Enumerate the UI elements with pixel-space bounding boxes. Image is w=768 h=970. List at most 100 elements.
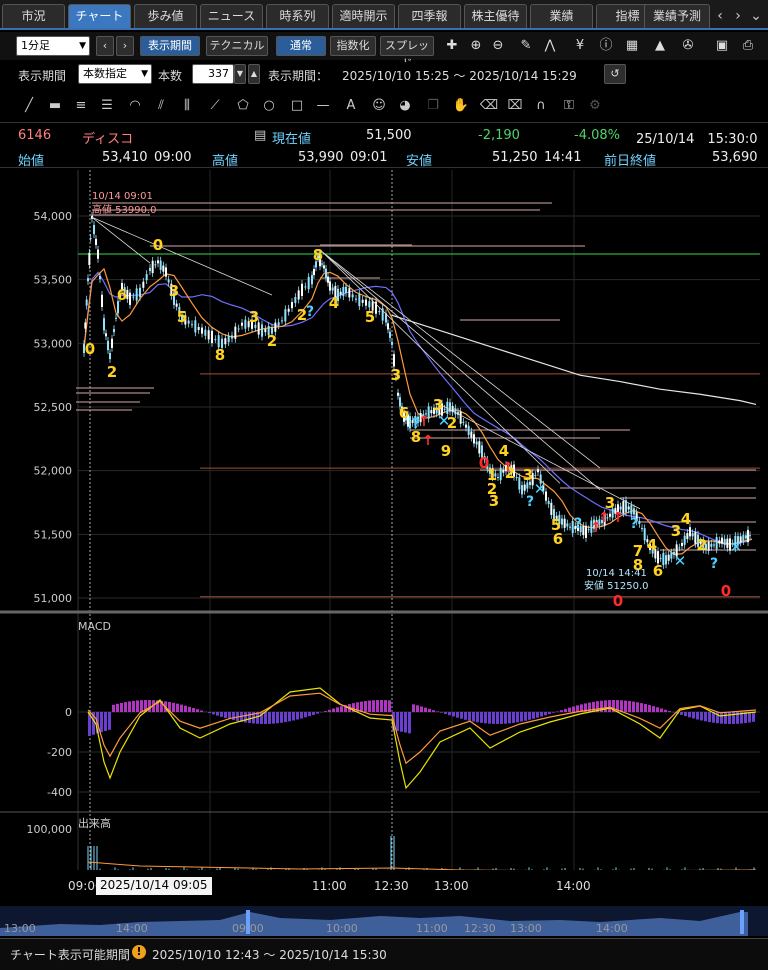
prev-button[interactable]: ‹ [96, 36, 114, 56]
eraser-icon[interactable]: ⌫ [479, 98, 499, 113]
count-input[interactable]: 337 [192, 64, 234, 84]
hlines-icon[interactable]: ≡ [75, 98, 87, 113]
macd-bar [652, 706, 655, 712]
drawing-toolbar: ╱ ▬ ≡ ☰ ◠ ⫽ ⫼ ⟋ ⬠ ○ □ — A ☺ ◕ ❐ ✋ ⌫ ⌧ ∩ … [0, 92, 768, 120]
count-mark: 8 [313, 246, 323, 264]
up-arrow-mark: ↑ [422, 433, 434, 449]
icon-stamp-icon[interactable]: ☺ [372, 98, 386, 113]
warning-icon: ! [132, 945, 146, 959]
tab-market[interactable]: 市況 [2, 4, 65, 28]
count-up-icon[interactable]: ▲ [248, 64, 260, 84]
gann-icon[interactable]: ⫼ [184, 98, 190, 113]
timeline-scroller[interactable]: 13:00 14:00 09:00 10:00 11:00 12:30 13:0… [0, 906, 768, 936]
copy-icon[interactable]: ❐ [427, 98, 439, 113]
candle-body [702, 540, 705, 550]
tab-forecast[interactable]: 業績予測 [644, 4, 710, 28]
macd-bar [560, 710, 563, 712]
count-down-icon[interactable]: ▼ [234, 64, 246, 84]
normal-button[interactable]: 通常 [276, 36, 326, 56]
palette-icon[interactable]: ◕ [399, 98, 411, 113]
rectangle-icon[interactable]: □ [290, 98, 304, 113]
macd-bar [112, 704, 115, 712]
info-icon[interactable]: ⓘ [599, 38, 613, 53]
candle-body [715, 537, 718, 550]
period-mode-select[interactable]: 本数指定 ▼ [78, 64, 152, 84]
tab-scroll-right-icon[interactable]: › [735, 8, 741, 24]
trendline-icon[interactable]: ╱ [25, 98, 33, 113]
count-mark: 6 [399, 404, 409, 422]
tab-scroll-left-icon[interactable]: ‹ [717, 8, 723, 24]
tab-chart[interactable]: チャート [68, 4, 131, 28]
spread-button[interactable]: スプレッド [380, 36, 434, 70]
macd-bar [232, 712, 235, 721]
magnet-icon[interactable]: ∩ [536, 98, 546, 113]
reset-icon[interactable]: ↺ [604, 64, 626, 84]
chart-toolbar: 1分足 ▼ ‹ › 表示期間 テクニカル 通常 指数化 スプレッド ✚ ⊕ ⊖ ✎… [0, 32, 768, 70]
macd-bar [420, 706, 423, 712]
lock-icon[interactable]: ⚿ [564, 98, 574, 113]
gear-icon[interactable]: ⚙ [589, 98, 601, 113]
technical-button[interactable]: テクニカル [206, 36, 268, 56]
price-chart[interactable]: 54,000 53,500 53,000 52,500 52,000 51,500 51,0… [0, 170, 768, 870]
candle-body [667, 554, 670, 561]
macd-bar [520, 712, 523, 722]
hline-icon[interactable]: — [316, 98, 330, 113]
macd-bar [524, 712, 527, 721]
macd-bar [300, 712, 303, 719]
print-icon[interactable]: ⎙ [742, 38, 754, 53]
candle-body [355, 298, 357, 300]
macd-bar [88, 712, 91, 736]
arc-icon[interactable]: ◠ [129, 98, 141, 113]
tab-menu-icon[interactable]: ⌄ [750, 8, 762, 24]
compare-icon[interactable]: ⋀ [544, 38, 556, 53]
candle-body [705, 544, 707, 551]
candle-body [662, 552, 665, 566]
eraser-all-icon[interactable]: ⌧ [507, 98, 523, 113]
ruler-icon[interactable]: ▬ [48, 98, 62, 113]
crosshair-icon[interactable]: ✚ [446, 38, 458, 53]
yen-icon[interactable]: ¥ [575, 38, 585, 53]
macd-bar [108, 712, 111, 730]
available-period-label: チャート表示可能期間 [10, 948, 130, 962]
pentagon-icon[interactable]: ⬠ [237, 98, 249, 113]
tab-results[interactable]: 業績 [530, 4, 593, 28]
period-button[interactable]: 表示期間 [140, 36, 200, 56]
tab-yutai[interactable]: 株主優待 [464, 4, 527, 28]
interval-select[interactable]: 1分足 ▼ [16, 36, 90, 56]
zoom-out-icon[interactable]: ⊖ [492, 38, 504, 53]
macd-bar [556, 711, 559, 712]
fan-icon[interactable]: ⫽ [158, 98, 164, 113]
macd-bar [616, 700, 619, 712]
period-row: 表示期間 本数指定 ▼ 本数 337 ▼ ▲ 表示期間： 2025/10/10 1… [0, 62, 768, 88]
window-icon[interactable]: ▣ [715, 38, 729, 53]
fib-icon[interactable]: ☰ [101, 98, 113, 113]
tab-timeseries[interactable]: 時系列 [266, 4, 329, 28]
candle-body [99, 276, 101, 280]
settings-wrench-icon[interactable]: ✇ [682, 38, 694, 53]
tab-ticks[interactable]: 歩み値 [134, 4, 197, 28]
candle-body [251, 319, 253, 329]
circle-icon[interactable]: ○ [263, 98, 275, 113]
macd-bar [380, 700, 383, 712]
text-icon[interactable]: A [346, 98, 356, 113]
candle-body [737, 536, 739, 546]
pencil-icon[interactable]: ✎ [520, 38, 532, 53]
index-button[interactable]: 指数化 [330, 36, 376, 56]
macd-bar [340, 706, 343, 712]
tab-disclosure[interactable]: 適時開示 [332, 4, 395, 28]
candle-body [93, 224, 95, 235]
macd-bar [152, 700, 155, 712]
macd-bar [680, 712, 683, 715]
macd-bar [576, 705, 579, 712]
zoom-in-icon[interactable]: ⊕ [470, 38, 482, 53]
candle-body [529, 481, 531, 485]
hand-icon[interactable]: ✋ [452, 98, 470, 113]
candle-body [157, 260, 159, 264]
my-chart-icon[interactable]: ▦ [625, 38, 639, 53]
channel-icon[interactable]: ⟋ [210, 98, 220, 113]
tab-shikiho[interactable]: 四季報 [398, 4, 461, 28]
next-button[interactable]: › [116, 36, 134, 56]
area-chart-icon[interactable]: ▲ [655, 38, 665, 53]
macd-bar [376, 700, 379, 712]
tab-news[interactable]: ニュース [200, 4, 263, 28]
